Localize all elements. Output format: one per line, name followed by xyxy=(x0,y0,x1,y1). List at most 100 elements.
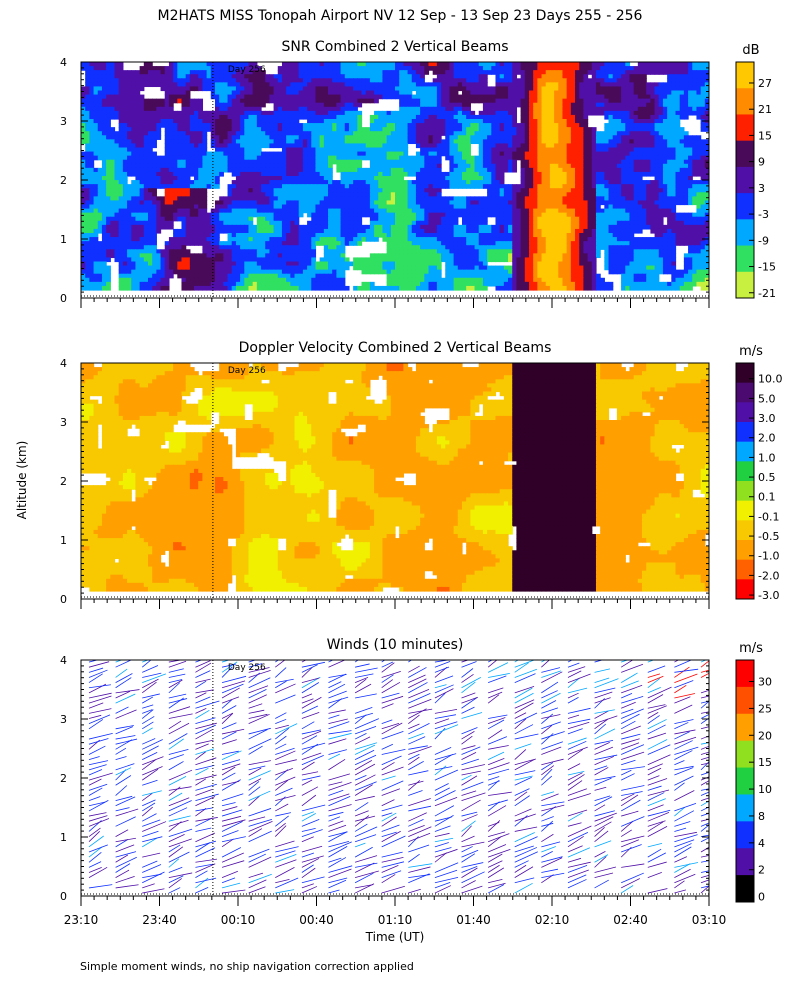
snr-panel: SNR Combined 2 Vertical Beams Day 256 0 1 2 3… xyxy=(60,39,776,308)
x-tick-label: 01:10 xyxy=(378,913,413,927)
colorbar-label: 0 xyxy=(758,891,765,904)
colorbar-label: 9 xyxy=(758,156,765,169)
y-tick-label: 1 xyxy=(60,534,67,547)
colorbar-label: -0.5 xyxy=(758,530,779,543)
colorbar-segment xyxy=(736,402,754,423)
colorbar-segment xyxy=(736,461,754,482)
plot-area xyxy=(81,363,709,592)
colorbar-segment xyxy=(736,794,754,822)
colorbar-label: -3 xyxy=(758,208,769,221)
y-tick-label: 1 xyxy=(60,233,67,246)
colorbar-segment xyxy=(736,363,754,384)
x-tick-label: 00:10 xyxy=(221,913,256,927)
colorbar-segment xyxy=(736,520,754,541)
y-tick-label: 2 xyxy=(60,772,67,785)
colorbar-segment xyxy=(736,540,754,561)
colorbar-label: -0.1 xyxy=(758,510,779,523)
colorbar-label: 10.0 xyxy=(758,373,783,386)
colorbar-segment xyxy=(736,740,754,769)
colorbar-label: 27 xyxy=(758,77,772,90)
figure-title: M2HATS MISS Tonopah Airport NV 12 Sep - … xyxy=(158,8,643,24)
colorbar-label: 21 xyxy=(758,103,772,116)
plot-area xyxy=(81,62,709,291)
colorbar-label: 5.0 xyxy=(758,392,776,405)
panel-title: Doppler Velocity Combined 2 Vertical Bea… xyxy=(239,340,552,356)
y-tick-label: 2 xyxy=(60,174,67,187)
footnote: Simple moment winds, no ship navigation … xyxy=(80,960,414,973)
y-tick-label: 4 xyxy=(60,654,67,667)
colorbar-segment xyxy=(736,441,754,462)
colorbar-segment xyxy=(736,848,754,876)
colorbar-unit: dB xyxy=(742,43,759,58)
y-tick-label: 2 xyxy=(60,475,67,488)
colorbar-segment xyxy=(736,62,754,89)
colorbar-segment xyxy=(736,875,754,903)
y-tick-label: 3 xyxy=(60,713,67,726)
colorbar-segment xyxy=(736,219,754,247)
colorbar-segment xyxy=(736,245,754,273)
colorbar-label: 2 xyxy=(758,864,765,877)
colorbar-unit: m/s xyxy=(739,344,763,359)
colorbar-label: 30 xyxy=(758,676,772,689)
colorbar: 27 21 15 9 3 -3 -9 -15 -21 dB xyxy=(735,43,776,300)
colorbar-label: 8 xyxy=(758,810,765,823)
winds-panel: Winds (10 minutes) Day 256 0 1 2 3 4 23:10 23:40… xyxy=(60,637,772,927)
y-tick-label: 3 xyxy=(60,416,67,429)
x-tick-label: 02:40 xyxy=(613,913,648,927)
colorbar-label: -3.0 xyxy=(758,589,779,602)
x-tick-label: 02:10 xyxy=(535,913,570,927)
x-tick-label: 03:10 xyxy=(692,913,727,927)
colorbar-label: -21 xyxy=(758,287,776,300)
y-tick-label: 0 xyxy=(60,292,67,305)
colorbar-segment xyxy=(736,166,754,194)
colorbar-segment xyxy=(736,114,754,142)
y-tick-label: 0 xyxy=(60,890,67,903)
y-tick-label: 4 xyxy=(60,56,67,69)
colorbar-unit: m/s xyxy=(739,641,763,656)
colorbar-segment xyxy=(736,422,754,443)
colorbar-segment xyxy=(736,193,754,220)
colorbar-label: -2.0 xyxy=(758,569,779,582)
colorbar-label: 0.1 xyxy=(758,491,776,504)
colorbar-segment xyxy=(736,713,754,742)
colorbar-segment xyxy=(736,579,754,600)
colorbar-label: 10 xyxy=(758,783,772,796)
colorbar-segment xyxy=(736,559,754,580)
colorbar-segment xyxy=(736,821,754,849)
colorbar-segment xyxy=(736,271,754,299)
y-axis-label: Altitude (km) xyxy=(15,441,29,520)
colorbar-label: -9 xyxy=(758,234,769,247)
colorbar-segment xyxy=(736,382,754,403)
plot-area xyxy=(88,660,709,894)
colorbar-segment xyxy=(736,767,754,795)
colorbar-label: 25 xyxy=(758,702,772,715)
plot-frame xyxy=(80,659,710,897)
colorbar-label: 2.0 xyxy=(758,432,776,445)
colorbar-label: 4 xyxy=(758,837,765,850)
colorbar-segment xyxy=(736,686,754,715)
colorbar-label: 3.0 xyxy=(758,412,776,425)
colorbar-label: 20 xyxy=(758,729,772,742)
x-tick-label: 00:40 xyxy=(299,913,334,927)
panel-title: SNR Combined 2 Vertical Beams xyxy=(281,39,508,55)
day-marker-label: Day 256 xyxy=(228,65,266,75)
doppler-panel: Doppler Velocity Combined 2 Vertical Bea… xyxy=(60,340,783,609)
y-tick-label: 3 xyxy=(60,115,67,128)
colorbar-segment xyxy=(736,500,754,521)
colorbar-segment xyxy=(736,481,754,502)
colorbar-label: 3 xyxy=(758,182,765,195)
colorbar: 10.0 5.0 3.0 2.0 1.0 0.5 0.1 -0.1 -0.5 -1.0 -2.0 -3… xyxy=(735,344,783,602)
colorbar-label: -15 xyxy=(758,261,776,274)
x-tick-label: 23:40 xyxy=(142,913,177,927)
colorbar-label: -1.0 xyxy=(758,550,779,563)
x-axis-label: Time (UT) xyxy=(365,930,425,944)
day-marker-label: Day 256 xyxy=(228,366,266,376)
colorbar-label: 1.0 xyxy=(758,451,776,464)
colorbar-label: 15 xyxy=(758,129,772,142)
x-tick-label: 01:40 xyxy=(456,913,491,927)
colorbar-label: 0.5 xyxy=(758,471,776,484)
colorbar-segment xyxy=(736,88,754,115)
colorbar-label: 15 xyxy=(758,756,772,769)
